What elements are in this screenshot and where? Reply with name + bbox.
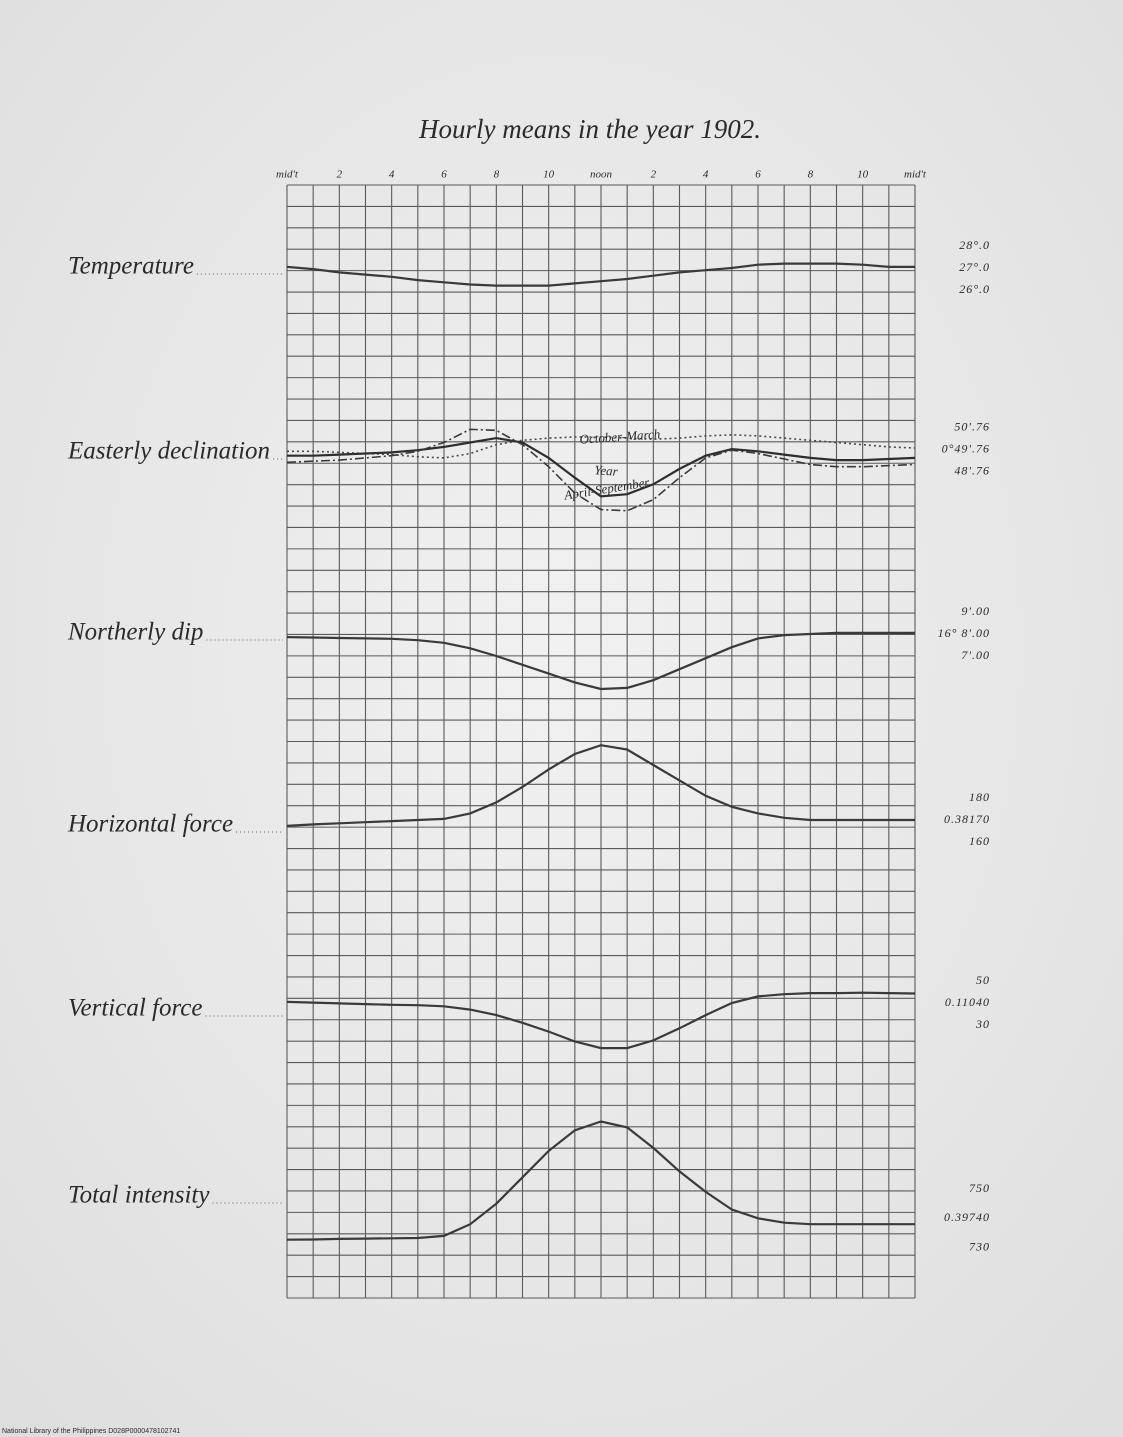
y-tick-label: 26°.0 xyxy=(959,282,990,296)
x-tick-label: mid't xyxy=(904,169,927,181)
series-name: Year xyxy=(594,462,619,479)
x-tick-label: 8 xyxy=(494,169,500,181)
credit: National Library of the Philippines D028… xyxy=(2,1428,180,1435)
y-tick-label: 28°.0 xyxy=(959,238,990,252)
y-tick-label: 0.11040 xyxy=(945,995,990,1009)
x-tick-label: noon xyxy=(590,169,613,181)
y-tick-label: 9'.00 xyxy=(961,604,990,618)
x-tick-label: 10 xyxy=(857,169,869,181)
panel-label: Total intensity xyxy=(68,1182,210,1209)
panel-label: Vertical force xyxy=(68,995,202,1022)
y-tick-label: 30 xyxy=(975,1017,990,1031)
series-line xyxy=(286,744,915,827)
series-line xyxy=(287,436,916,498)
y-tick-label: 50 xyxy=(976,973,990,987)
series-line xyxy=(286,991,916,1050)
series-line xyxy=(286,262,915,287)
x-tick-label: 10 xyxy=(543,169,555,181)
x-tick-label: mid't xyxy=(276,169,299,181)
series-line xyxy=(286,1120,915,1241)
y-tick-label: 180 xyxy=(969,790,990,804)
x-tick-label: 2 xyxy=(337,169,343,181)
chart-title: Hourly means in the year 1902. xyxy=(418,114,761,144)
x-tick-label: 2 xyxy=(651,169,657,181)
series-name: October-March xyxy=(579,426,661,447)
y-tick-label: 0°49'.76 xyxy=(942,442,990,456)
y-tick-label: 16° 8'.00 xyxy=(938,626,990,640)
panel-label: Horizontal force xyxy=(67,811,233,838)
panel-label: Northerly dip xyxy=(67,619,203,646)
x-tick-label: 6 xyxy=(755,169,761,181)
grid xyxy=(286,184,916,1299)
series-line xyxy=(287,433,916,459)
series-line xyxy=(286,631,915,691)
y-tick-label: 7'.00 xyxy=(961,648,990,662)
x-tick-label: 4 xyxy=(389,169,395,181)
x-tick-label: 4 xyxy=(703,169,709,181)
x-tick-label: 6 xyxy=(441,169,447,181)
panel-label: Temperature xyxy=(68,253,194,280)
y-tick-label: 50'.76 xyxy=(954,420,990,434)
x-tick-label: 8 xyxy=(808,169,814,181)
y-tick-label: 48'.76 xyxy=(954,464,990,478)
series-line xyxy=(286,428,916,512)
y-tick-label: 750 xyxy=(969,1181,990,1195)
y-tick-label: 27°.0 xyxy=(959,260,990,274)
y-tick-label: 160 xyxy=(969,834,990,848)
panel-label: Easterly declination xyxy=(67,438,270,465)
y-tick-label: 730 xyxy=(969,1239,990,1253)
y-tick-label: 0.39740 xyxy=(944,1210,990,1224)
y-tick-label: 0.38170 xyxy=(944,812,990,826)
